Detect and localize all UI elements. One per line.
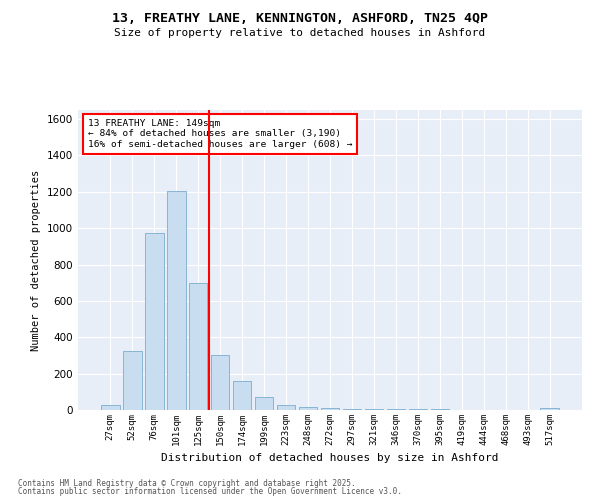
Bar — [409, 409, 427, 410]
Bar — [343, 409, 361, 410]
Bar — [299, 408, 317, 410]
Bar — [386, 409, 405, 410]
Text: 13 FREATHY LANE: 149sqm
← 84% of detached houses are smaller (3,190)
16% of semi: 13 FREATHY LANE: 149sqm ← 84% of detache… — [88, 119, 353, 149]
Bar — [320, 408, 340, 410]
Bar — [189, 282, 208, 410]
Bar — [431, 409, 449, 410]
Y-axis label: Number of detached properties: Number of detached properties — [31, 170, 41, 350]
X-axis label: Distribution of detached houses by size in Ashford: Distribution of detached houses by size … — [161, 454, 499, 464]
Text: Contains public sector information licensed under the Open Government Licence v3: Contains public sector information licen… — [18, 487, 402, 496]
Bar — [167, 191, 185, 410]
Text: 13, FREATHY LANE, KENNINGTON, ASHFORD, TN25 4QP: 13, FREATHY LANE, KENNINGTON, ASHFORD, T… — [112, 12, 488, 26]
Bar — [123, 351, 142, 410]
Bar — [101, 406, 119, 410]
Bar — [255, 398, 274, 410]
Bar — [365, 409, 383, 410]
Bar — [233, 381, 251, 410]
Bar — [541, 408, 559, 410]
Bar — [211, 354, 229, 410]
Bar — [145, 232, 164, 410]
Text: Contains HM Land Registry data © Crown copyright and database right 2025.: Contains HM Land Registry data © Crown c… — [18, 478, 356, 488]
Bar — [277, 406, 295, 410]
Text: Size of property relative to detached houses in Ashford: Size of property relative to detached ho… — [115, 28, 485, 38]
